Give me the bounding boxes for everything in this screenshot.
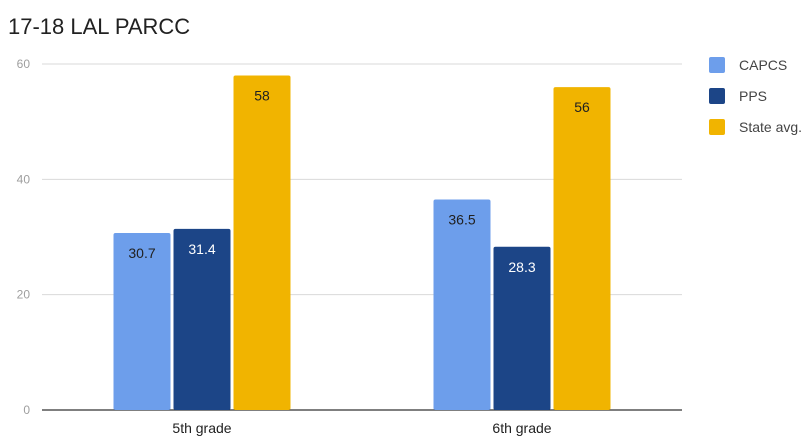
data-label: 30.7 (128, 245, 155, 261)
x-tick-label: 6th grade (492, 420, 551, 436)
chart-legend: CAPCS PPS State avg. (709, 57, 802, 150)
x-axis-ticks: 5th grade 6th grade (172, 420, 551, 436)
y-axis-ticks: 0 20 40 60 (17, 57, 31, 417)
bar (173, 228, 231, 410)
bar (553, 87, 611, 411)
data-label: 36.5 (448, 212, 475, 228)
bar (433, 199, 491, 410)
data-label: 56 (574, 99, 590, 115)
bar (493, 246, 551, 410)
legend-item: PPS (709, 88, 802, 104)
bar (113, 232, 171, 410)
legend-swatch (709, 57, 725, 73)
legend-swatch (709, 119, 725, 135)
legend-item: State avg. (709, 119, 802, 135)
bars (113, 75, 611, 411)
y-tick-label: 60 (17, 57, 31, 71)
y-tick-label: 0 (23, 403, 30, 417)
legend-label: PPS (739, 88, 768, 104)
legend-swatch (709, 88, 725, 104)
data-label: 58 (254, 88, 270, 104)
x-tick-label: 5th grade (172, 420, 231, 436)
legend-label: State avg. (739, 119, 803, 135)
legend-label: CAPCS (739, 57, 788, 73)
data-label: 31.4 (188, 241, 215, 257)
legend-item: CAPCS (709, 57, 802, 73)
y-tick-label: 20 (17, 288, 31, 302)
data-label: 28.3 (508, 259, 535, 275)
bar (233, 75, 291, 411)
y-tick-label: 40 (17, 172, 31, 186)
chart-title: 17-18 LAL PARCC (8, 14, 191, 39)
data-labels: 30.7 31.4 58 36.5 28.3 56 (128, 88, 590, 275)
